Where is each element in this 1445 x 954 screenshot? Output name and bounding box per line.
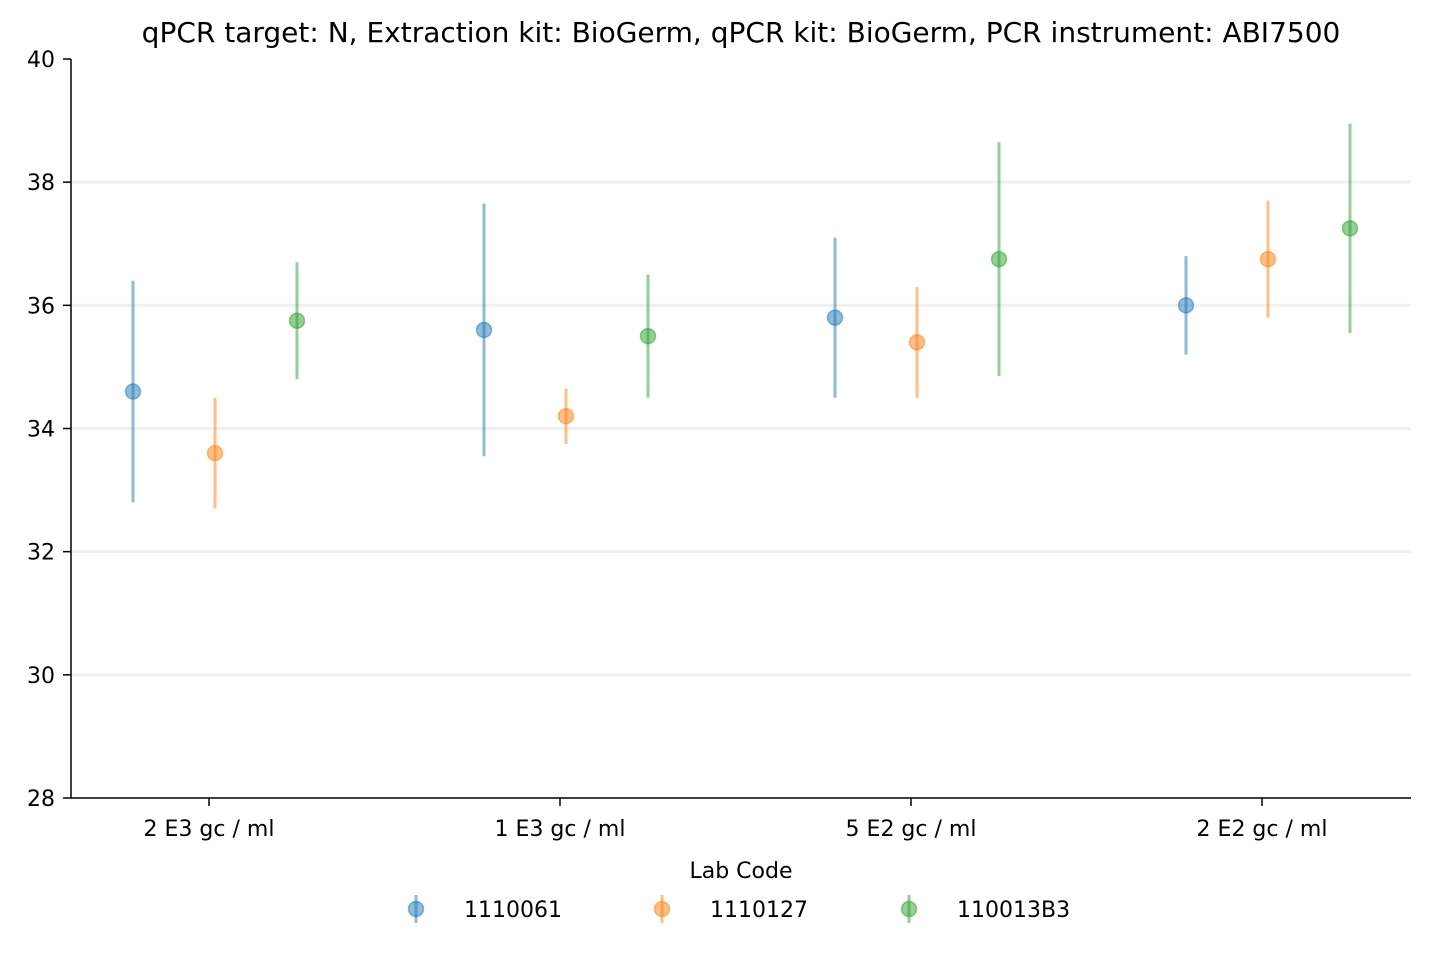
legend-marker [407,900,425,918]
data-point [1259,250,1277,268]
x-tick-label: 1 E3 gc / ml [495,817,626,842]
x-tick-label: 5 E2 gc / ml [846,817,977,842]
legend: 1110061 1110127 110013B3 [407,895,1070,923]
data-point [557,407,575,425]
x-tick-label: 2 E3 gc / ml [144,817,275,842]
data-point [124,383,142,400]
y-tick-label: 40 [27,48,55,73]
y-tick-label: 28 [27,787,55,812]
data-point [1341,220,1359,237]
data-marks [124,123,1359,509]
data-point [206,444,224,462]
y-tick-label: 32 [27,541,55,566]
y-tick-label: 34 [27,418,55,443]
data-point [1177,297,1195,314]
data-point [475,321,493,339]
legend-marker [900,900,918,918]
x-axis-ticks: 2 E3 gc / ml 1 E3 gc / ml 5 E2 gc / ml 2 E2… [144,798,1328,842]
data-point [639,327,657,345]
data-point [990,250,1008,268]
legend-label: 110013B3 [957,898,1070,923]
legend-label: 1110061 [464,898,562,923]
legend-label: 1110127 [710,898,808,923]
legend-title: Lab Code [689,859,792,884]
y-tick-label: 38 [27,171,55,196]
y-tick-label: 36 [27,294,55,319]
chart-title: qPCR target: N, Extraction kit: BioGerm,… [142,16,1341,49]
data-point [908,334,926,351]
grid-lines [71,180,1411,677]
y-axis-ticks: 28 30 32 34 36 38 40 [27,48,71,812]
y-tick-label: 30 [27,664,55,689]
x-tick-label: 2 E2 gc / ml [1197,817,1328,842]
legend-marker [653,900,671,918]
data-point [826,309,844,326]
data-point [288,312,306,329]
